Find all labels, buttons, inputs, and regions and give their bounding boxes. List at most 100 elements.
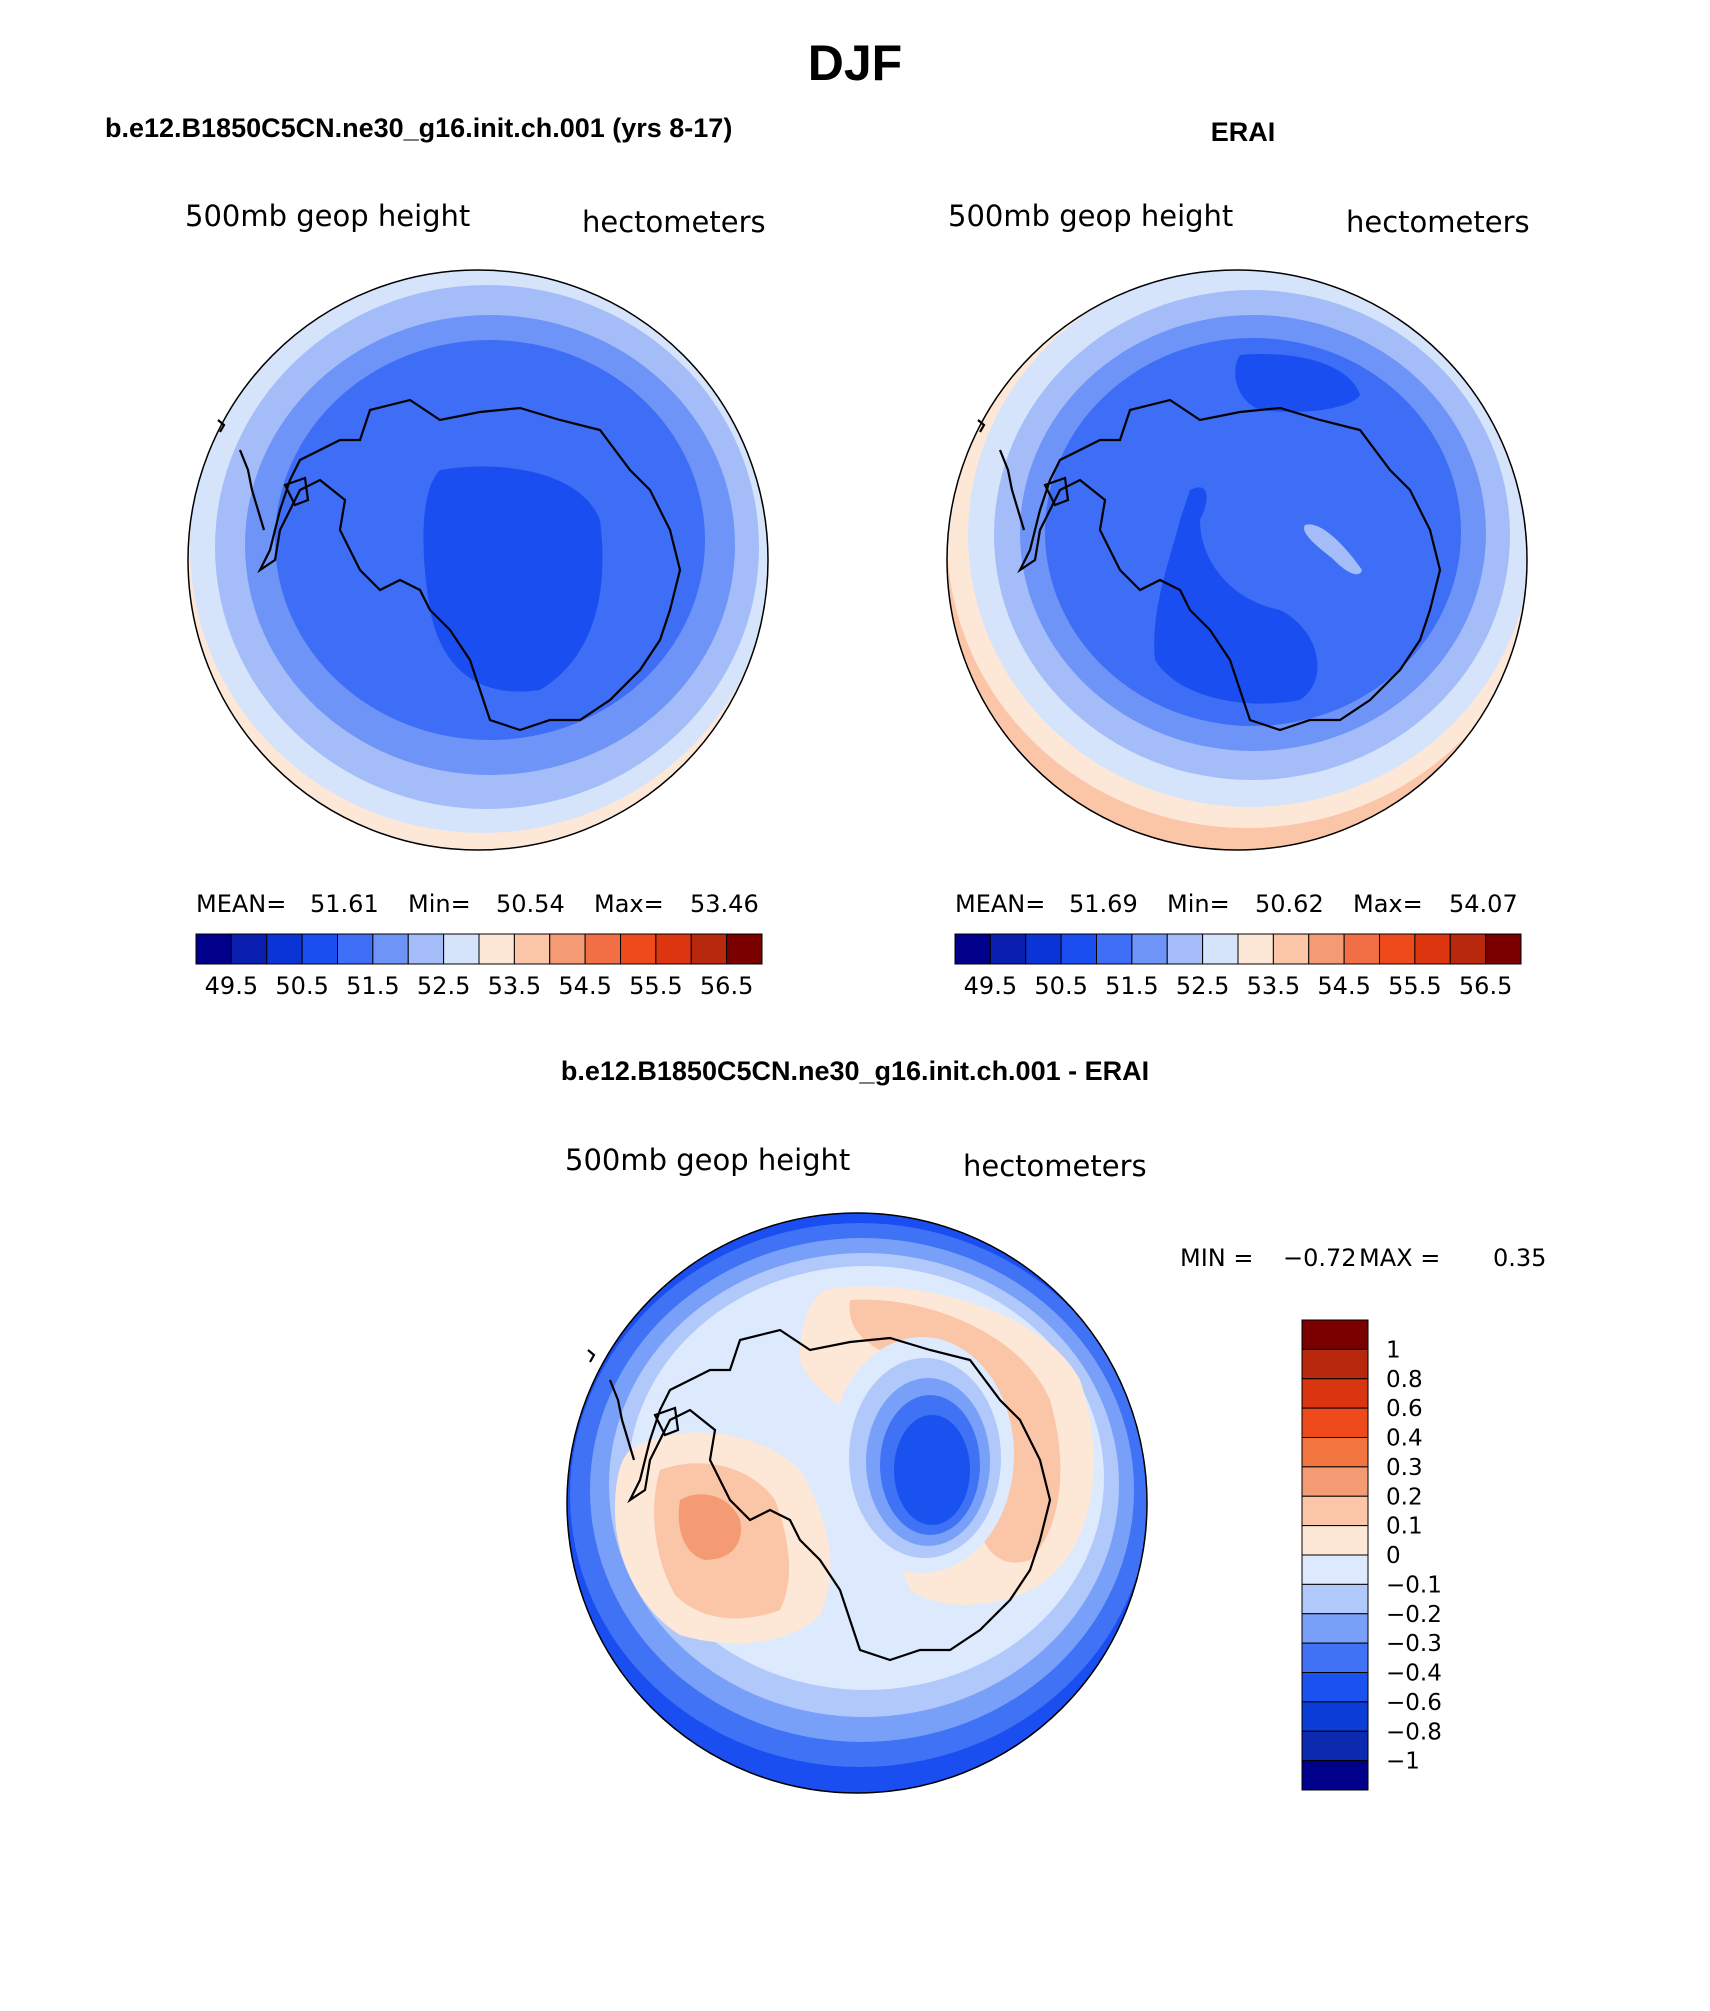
erai-colorbar-swatch: [1485, 933, 1522, 965]
difference-min-value: −0.72: [1283, 1244, 1357, 1272]
model-mean-value: 51.61: [310, 890, 379, 918]
difference-colorbar-tick-label: 0.3: [1386, 1455, 1423, 1481]
model-colorbar-tick-label: 55.5: [629, 972, 682, 1000]
erai-max-label: Max=: [1353, 890, 1423, 918]
erai-colorbar-swatch: [1131, 933, 1168, 965]
erai-colorbar-tick-label: 56.5: [1459, 972, 1512, 1000]
difference-colorbar-tick-label: −0.3: [1386, 1631, 1442, 1657]
erai-panel-title: ERAI: [1211, 117, 1276, 147]
difference-colorbar-tick-label: 0.1: [1386, 1514, 1423, 1540]
erai-colorbar-swatch: [989, 933, 1027, 965]
erai-colorbar-tick-label: 51.5: [1105, 972, 1158, 1000]
erai-mean-label: MEAN=: [955, 890, 1045, 918]
erai-min-label: Min=: [1167, 890, 1230, 918]
erai-colorbar-swatch: [1237, 933, 1274, 965]
difference-colorbar-tick-label: −1: [1386, 1749, 1420, 1775]
difference-panel: b.e12.B1850C5CN.ne30_g16.init.ch.001 - E…: [561, 1056, 1546, 1794]
model-colorbar-tick-label: 56.5: [700, 972, 753, 1000]
difference-colorbar-tick-label: −0.1: [1386, 1572, 1442, 1598]
model-colorbar-swatch: [301, 933, 338, 965]
model-panel-title: b.e12.B1850C5CN.ne30_g16.init.ch.001 (yr…: [105, 113, 732, 143]
model-min-label: Min=: [408, 890, 471, 918]
model-colorbar-swatch: [620, 933, 657, 965]
difference-colorbar-swatch: [1301, 1407, 1369, 1438]
difference-variable-label: 500mb geop height: [565, 1143, 850, 1177]
difference-colorbar-swatch: [1301, 1437, 1369, 1468]
model-colorbar-swatch: [690, 933, 728, 965]
erai-colorbar-swatch: [1343, 933, 1380, 965]
difference-colorbar-swatch: [1301, 1642, 1369, 1673]
model-colorbar-swatch: [266, 933, 303, 965]
difference-colorbar-swatch: [1301, 1378, 1369, 1409]
model-colorbar-tick-label: 53.5: [488, 972, 541, 1000]
difference-colorbar-swatch: [1301, 1613, 1369, 1644]
difference-colorbar-swatch: [1301, 1583, 1369, 1615]
model-stats: MEAN= 51.61 Min= 50.54 Max= 53.46: [196, 890, 759, 918]
model-colorbar-swatch: [726, 933, 763, 965]
difference-colorbar-tick-label: 0: [1386, 1543, 1401, 1569]
model-colorbar-swatch: [407, 933, 445, 965]
model-colorbar-swatch: [443, 933, 480, 965]
model-mean-label: MEAN=: [196, 890, 286, 918]
difference-colorbar-tick-label: 1: [1386, 1337, 1401, 1363]
erai-mean-value: 51.69: [1069, 890, 1138, 918]
model-colorbar-swatch: [337, 933, 374, 965]
erai-colorbar-tick-label: 54.5: [1317, 972, 1370, 1000]
difference-colorbar-swatch: [1301, 1760, 1369, 1791]
erai-colorbar-swatch: [1096, 933, 1133, 965]
model-variable-label: 500mb geop height: [185, 199, 470, 233]
erai-polar-map: [947, 270, 1527, 850]
season-title: DJF: [808, 35, 902, 91]
difference-colorbar-tick-label: −0.8: [1386, 1719, 1442, 1745]
erai-colorbar-swatch: [1025, 933, 1062, 965]
difference-map-border: [566, 1212, 1148, 1794]
difference-colorbar-swatch: [1301, 1672, 1369, 1703]
model-colorbar-swatch: [195, 933, 232, 965]
difference-colorbar-tick-label: −0.4: [1386, 1661, 1442, 1687]
erai-stats: MEAN= 51.69 Min= 50.62 Max= 54.07: [955, 890, 1518, 918]
model-polar-map: [188, 270, 768, 850]
difference-panel-title: b.e12.B1850C5CN.ne30_g16.init.ch.001 - E…: [561, 1056, 1149, 1086]
erai-colorbar-swatch: [1272, 933, 1310, 965]
erai-colorbar-swatch: [1449, 933, 1487, 965]
difference-colorbar-swatch: [1301, 1319, 1369, 1350]
difference-colorbar-swatch: [1301, 1466, 1369, 1497]
erai-colorbar-swatch: [1379, 933, 1416, 965]
difference-units-label: hectometers: [963, 1149, 1147, 1183]
model-colorbar-tick-label: 50.5: [275, 972, 328, 1000]
difference-max-value: 0.35: [1493, 1244, 1546, 1272]
erai-colorbar-swatch: [1166, 933, 1204, 965]
erai-map-border: [946, 269, 1528, 851]
model-max-value: 53.46: [690, 890, 759, 918]
erai-colorbar-tick-label: 53.5: [1247, 972, 1300, 1000]
erai-max-value: 54.07: [1449, 890, 1518, 918]
difference-colorbar-tick-label: −0.2: [1386, 1602, 1442, 1628]
difference-colorbar-swatch: [1301, 1348, 1369, 1380]
difference-min-label: MIN =: [1180, 1244, 1253, 1272]
model-colorbar-tick-label: 54.5: [558, 972, 611, 1000]
erai-colorbar-tick-label: 49.5: [964, 972, 1017, 1000]
model-colorbar-tick-label: 52.5: [417, 972, 470, 1000]
erai-colorbar-swatch: [1202, 933, 1239, 965]
difference-colorbar-tick-label: 0.8: [1386, 1367, 1423, 1393]
erai-colorbar-swatch: [1308, 933, 1345, 965]
model-units-label: hectometers: [582, 205, 766, 239]
model-colorbar-swatch: [513, 933, 551, 965]
model-colorbar-swatch: [655, 933, 692, 965]
difference-colorbar-tick-label: −0.6: [1386, 1690, 1442, 1716]
model-colorbar-swatch: [478, 933, 515, 965]
difference-colorbar-swatch: [1301, 1525, 1369, 1556]
erai-colorbar-swatch: [1414, 933, 1451, 965]
erai-colorbar-swatch: [954, 933, 991, 965]
model-colorbar-tick-label: 51.5: [346, 972, 399, 1000]
model-min-value: 50.54: [496, 890, 565, 918]
difference-colorbar-tick-label: 0.6: [1386, 1396, 1423, 1422]
difference-colorbar-swatch: [1301, 1701, 1369, 1732]
model-colorbar-swatch: [230, 933, 268, 965]
difference-colorbar-swatch: [1301, 1495, 1369, 1527]
erai-colorbar-tick-label: 52.5: [1176, 972, 1229, 1000]
erai-colorbar-tick-label: 55.5: [1388, 972, 1441, 1000]
difference-colorbar-swatch: [1301, 1730, 1369, 1762]
model-max-label: Max=: [594, 890, 664, 918]
